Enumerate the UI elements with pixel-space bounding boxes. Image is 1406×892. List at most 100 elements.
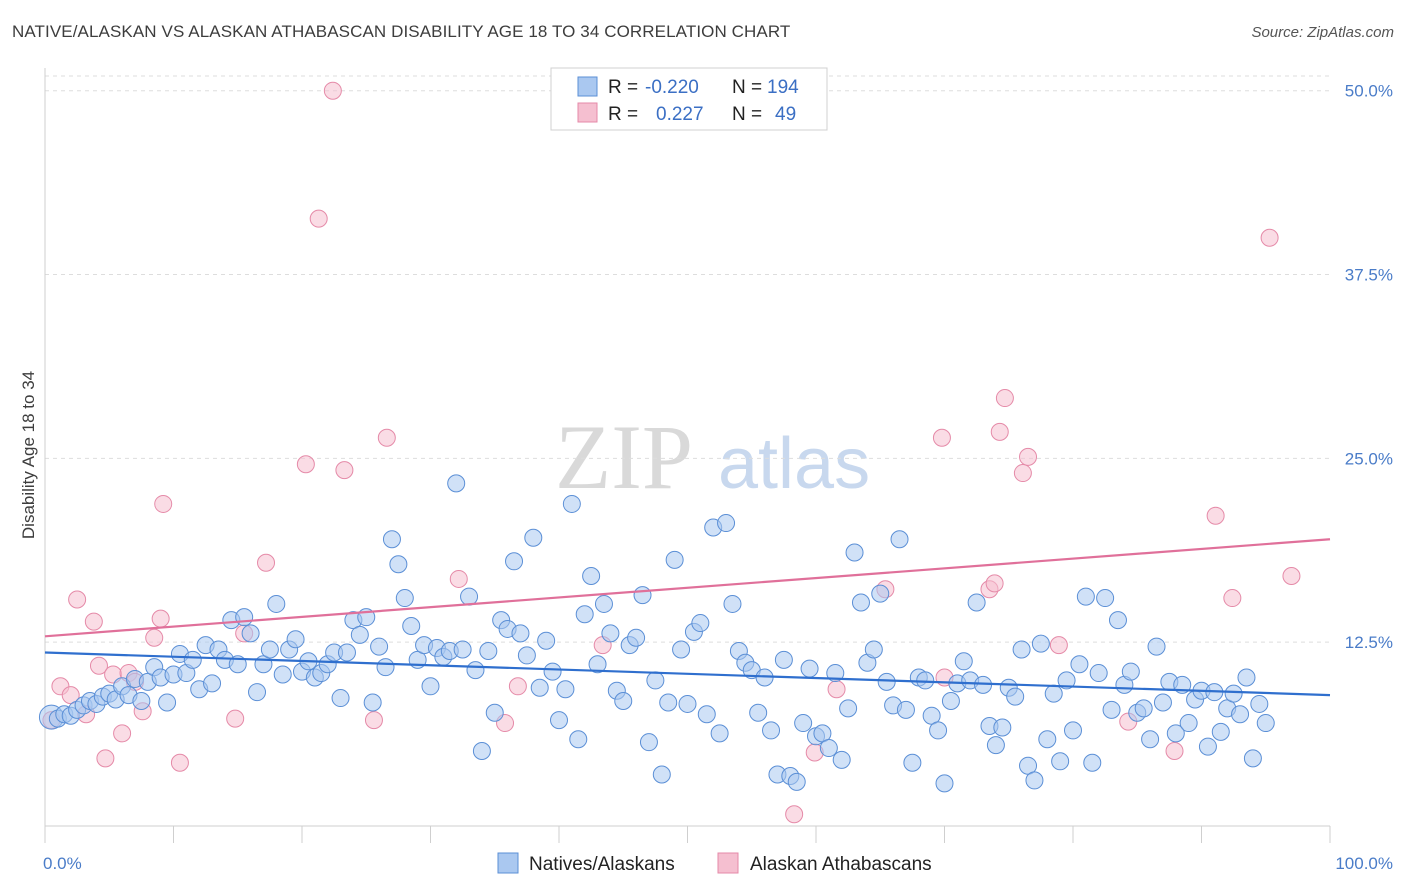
athabascan-point-28 [508,677,527,696]
athabascan-point-6 [89,656,108,675]
natives-point-32 [248,683,267,702]
athabascan-point-5 [84,612,103,631]
bottom-legend-label-natives: Natives/Alaskans [529,854,675,875]
natives-point-69 [485,703,504,722]
natives-point-77 [537,631,556,650]
athabascan-point-44 [1165,742,1184,760]
natives-point-184 [1224,684,1243,703]
natives-point-114 [774,650,793,669]
x-tick-label-max: 100.0% [1335,854,1393,873]
natives-point-68 [479,642,498,660]
trend-lines [44,538,1331,697]
natives-point-94 [646,671,665,690]
athabascan-trend-line [44,538,1331,638]
natives-point-83 [575,605,594,624]
natives-point-117 [794,714,813,733]
athabascan-point-7 [96,749,115,768]
natives-point-65 [460,587,479,606]
y-axis-title-group: Disability Age 18 to 34 [19,371,38,539]
natives-point-106 [723,594,742,613]
natives-point-162 [1083,753,1102,772]
natives-point-132 [890,530,909,549]
x-tick-label-min: 0.0% [43,854,82,873]
athabascan-point-23 [335,461,354,480]
natives-point-189 [1256,714,1275,733]
top-legend: R = -0.220 N = 194 R = 0.227 N = 49 [550,67,828,131]
natives-point-76 [530,678,549,697]
natives-point-14 [132,692,151,710]
natives-point-139 [935,774,954,793]
natives-point-36 [273,665,292,684]
natives-point-86 [594,594,613,613]
natives-point-187 [1243,749,1262,768]
natives-point-118 [800,659,819,678]
series-natives-points [38,474,1275,793]
natives-point-89 [614,692,633,710]
natives-point-112 [762,721,781,740]
athabascan-point-26 [449,569,468,588]
natives-point-148 [993,718,1012,737]
natives-point-150 [1006,687,1025,706]
natives-point-85 [588,655,607,674]
natives-point-138 [929,721,948,740]
natives-point-25 [203,674,222,693]
natives-point-72 [505,552,524,571]
natives-point-31 [241,624,260,643]
athabascan-point-38 [990,422,1009,441]
natives-point-124 [839,699,858,718]
natives-point-104 [710,724,729,743]
natives-point-54 [389,555,408,574]
legend-swatch-blue [577,76,598,97]
natives-point-159 [1064,721,1082,740]
natives-point-180 [1198,737,1217,756]
natives-point-134 [903,753,922,772]
natives-point-182 [1211,722,1230,741]
athabascan-point-30 [785,805,804,824]
athabascan-point-32 [827,680,846,699]
natives-point-160 [1070,655,1089,674]
natives-point-185 [1231,705,1250,724]
athabascan-point-24 [364,711,383,730]
natives-point-168 [1121,662,1140,681]
natives-point-158 [1057,671,1076,690]
natives-point-155 [1038,730,1057,749]
chart-source: Source: ZipAtlas.com [1251,24,1394,41]
watermark-atlas: atlas [718,424,870,504]
athabascan-point-45 [1206,506,1225,525]
natives-point-99 [678,694,697,713]
y-tick-label-0: 12.5% [1345,633,1393,652]
tick-labels: 12.5% 25.0% 37.5% 50.0% 0.0% 100.0% [43,82,1393,873]
natives-point-38 [286,630,305,649]
natives-point-59 [421,677,440,696]
legend-r-label-1: R = [608,77,638,98]
natives-point-50 [363,693,382,712]
natives-point-151 [1012,640,1031,659]
athabascan-point-21 [309,209,328,228]
athabascan-point-34 [932,428,951,447]
natives-point-34 [260,640,279,659]
athabascan-point-13 [145,628,164,647]
natives-point-157 [1051,752,1070,771]
natives-point-126 [851,593,870,612]
chart-title: NATIVE/ALASKAN VS ALASKAN ATHABASCAN DIS… [12,22,791,41]
natives-point-87 [601,624,620,643]
legend-n-label-2: N = [732,104,762,125]
y-tick-label-1: 25.0% [1345,449,1393,468]
grid [45,75,1330,643]
natives-point-101 [691,614,710,633]
athabascan-point-40 [1013,464,1032,483]
athabascan-point-42 [1049,636,1068,655]
natives-point-171 [1141,730,1160,749]
natives-point-116 [787,772,806,791]
natives-point-144 [967,593,986,612]
natives-point-80 [556,680,575,699]
athabascan-point-17 [226,709,245,728]
natives-point-156 [1044,684,1063,703]
natives-point-147 [986,736,1005,755]
natives-point-133 [896,700,915,719]
athabascan-point-16 [170,753,189,772]
natives-point-75 [524,528,543,547]
natives-point-98 [672,640,691,659]
natives-point-46 [337,643,356,662]
legend-r-value-2: 0.227 [656,104,704,125]
